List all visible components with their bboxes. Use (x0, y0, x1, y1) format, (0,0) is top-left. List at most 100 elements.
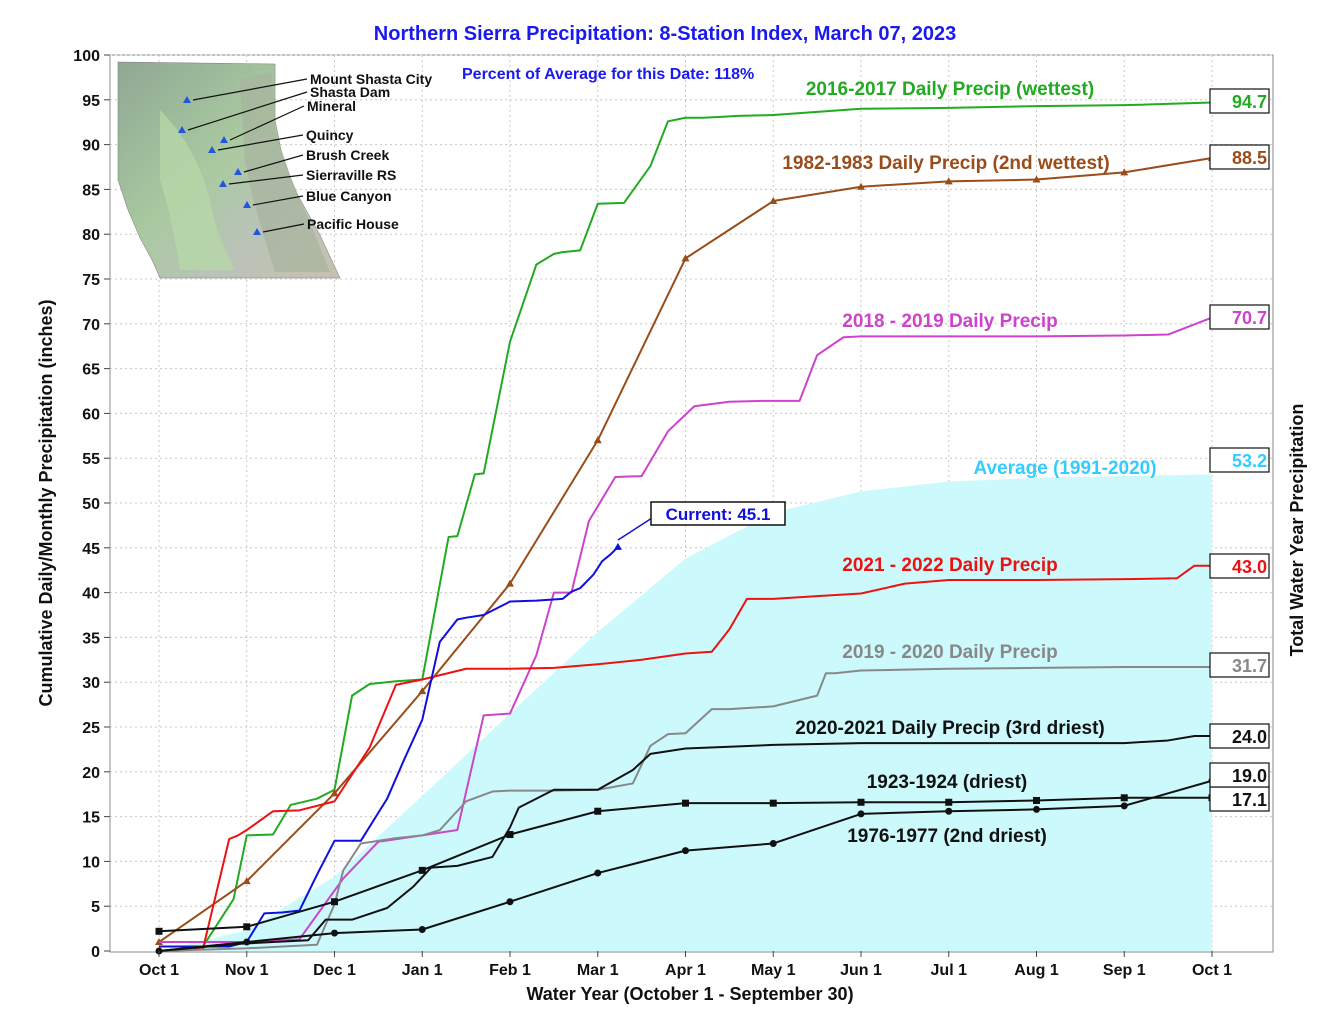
y-tick-label: 20 (82, 765, 100, 782)
total-box-4 (1209, 553, 1270, 579)
series-label-8: 1923-1924 (driest) (867, 772, 1028, 793)
data-point (331, 898, 338, 906)
x-tick-label: Jan 1 (402, 962, 443, 979)
data-point (682, 847, 689, 855)
x-axis-label: Water Year (October 1 - September 30) (526, 984, 853, 1004)
y-tick-label: 0 (91, 944, 100, 961)
station-label: Mount Shasta City (310, 71, 432, 87)
station-pointer-line (192, 78, 308, 101)
total-value-3: 70.7 (1232, 308, 1267, 328)
total-value-8: 17.1 (1232, 790, 1267, 810)
total-box-0 (1209, 447, 1270, 473)
total-box-9 (1209, 762, 1270, 788)
current-callout-box (650, 501, 786, 526)
station-label: Brush Creek (306, 147, 389, 163)
station-marker (178, 126, 186, 133)
y-tick-label: 40 (82, 586, 100, 603)
plot-area (109, 54, 1274, 955)
y-tick-label: 30 (82, 675, 100, 692)
station-pointer-line (262, 223, 305, 233)
total-box-2 (1209, 144, 1270, 170)
station-label: Blue Canyon (306, 188, 392, 204)
station-marker (183, 96, 191, 103)
series-line-7 (158, 734, 1212, 952)
station-markers (178, 78, 308, 235)
data-point (1120, 794, 1128, 802)
station-pointer-line (228, 174, 304, 185)
data-point (506, 831, 514, 839)
total-value-1: 94.7 (1232, 92, 1267, 112)
data-point (945, 807, 953, 815)
station-pointer-line (217, 134, 304, 151)
station-label: Quincy (306, 127, 354, 143)
current-point (613, 542, 622, 550)
total-value-7: 24.0 (1232, 727, 1267, 747)
station-label: Mineral (307, 98, 356, 114)
series-line-1 (158, 101, 1213, 952)
x-tick-label: Jun 1 (840, 962, 882, 979)
y-tick-label: 80 (82, 227, 100, 244)
series-line-6 (158, 665, 1212, 952)
series-lines (155, 101, 1216, 955)
total-box-1 (1209, 88, 1270, 114)
station-label: Shasta Dam (310, 84, 390, 100)
series-label-0: Average (1991-2020) (973, 458, 1156, 479)
station-label: Sierraville RS (306, 167, 396, 183)
average-area (159, 474, 1212, 951)
station-pointer-line (187, 91, 308, 131)
total-box-3 (1209, 304, 1270, 330)
current-callout: Current: 45.1 (617, 501, 786, 541)
current-callout-pointer (617, 517, 653, 541)
data-point (1032, 175, 1041, 183)
data-point (1120, 168, 1129, 176)
total-box-6 (1209, 652, 1270, 678)
data-point (681, 254, 690, 262)
y-tick-label: 70 (82, 317, 100, 334)
data-point (418, 866, 426, 874)
average-area-fill (159, 474, 1212, 951)
x-tick-label: Aug 1 (1014, 962, 1059, 979)
series-line-5 (159, 546, 619, 948)
data-point (769, 839, 777, 847)
x-tick-label: Mar 1 (577, 962, 619, 979)
x-axis-ticks: Oct 1 Nov 1 Dec 1 Jan 1 Feb 1 Mar 1 Apr 1 May 1… (139, 951, 1232, 979)
map-valley-shade (160, 110, 235, 270)
data-point (330, 789, 339, 797)
y-tick-label: 85 (82, 182, 100, 199)
x-tick-label: Apr 1 (665, 962, 706, 979)
map-mountain-shade (240, 72, 330, 272)
y-tick-label: 100 (73, 48, 100, 65)
total-value-0: 53.2 (1232, 451, 1267, 471)
series-label-9: 1976-1977 (2nd driest) (847, 826, 1047, 847)
y-tick-label: 95 (82, 93, 100, 110)
y-tick-label: 60 (82, 406, 100, 423)
x-tick-label: Jul 1 (931, 962, 968, 979)
data-point (857, 798, 865, 806)
chart-subtitle: Percent of Average for this Date: 118% (462, 66, 754, 83)
total-value-6: 31.7 (1232, 656, 1267, 676)
total-value-2: 88.5 (1232, 148, 1267, 168)
y-tick-label: 15 (82, 810, 100, 827)
y-tick-label: 45 (82, 541, 100, 558)
data-point (506, 579, 514, 587)
total-box-7 (1209, 723, 1270, 749)
data-point (243, 923, 251, 931)
x-tick-label: Nov 1 (225, 962, 269, 979)
total-value-4: 43.0 (1232, 557, 1267, 577)
x-tick-label: Sep 1 (1103, 962, 1146, 979)
current-callout-label: Current: 45.1 (666, 505, 771, 524)
total-value-boxes: 53.2 94.7 88.5 70.7 43.0 31.7 24.0 17.1 19.0 (1209, 88, 1270, 812)
station-label: Pacific House (307, 216, 399, 232)
x-tick-label: Dec 1 (313, 962, 356, 979)
station-marker (234, 168, 242, 175)
data-point (944, 177, 953, 185)
data-point (593, 436, 602, 444)
data-point (331, 929, 338, 937)
chart-title: Northern Sierra Precipitation: 8-Station… (374, 23, 956, 45)
data-point (682, 799, 689, 807)
x-tick-label: May 1 (751, 962, 796, 979)
station-marker (253, 228, 261, 235)
